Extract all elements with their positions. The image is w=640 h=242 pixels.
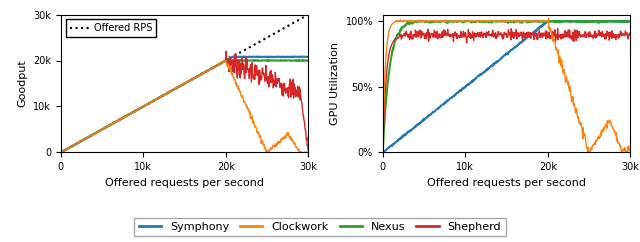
Y-axis label: GPU Utilization: GPU Utilization <box>330 42 340 125</box>
X-axis label: Offered requests per second: Offered requests per second <box>427 178 586 188</box>
Y-axis label: Goodput: Goodput <box>17 60 28 107</box>
X-axis label: Offered requests per second: Offered requests per second <box>105 178 264 188</box>
Legend: Symphony, Clockwork, Nexus, Shepherd: Symphony, Clockwork, Nexus, Shepherd <box>134 218 506 236</box>
Legend: Offered RPS: Offered RPS <box>66 19 156 37</box>
